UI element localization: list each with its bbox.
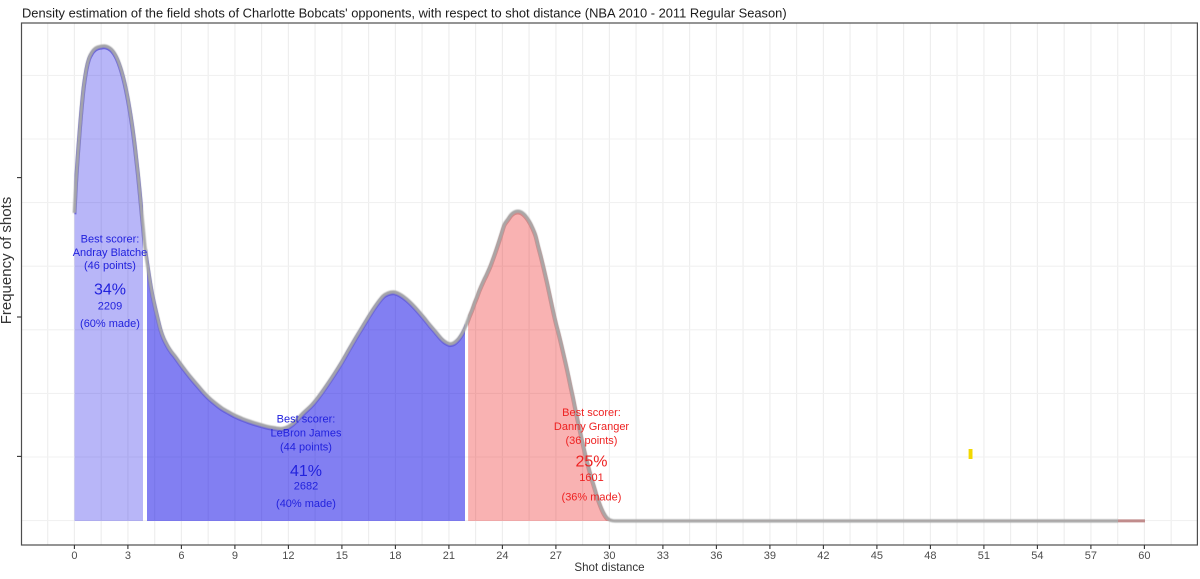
svg-text:33: 33 xyxy=(657,550,669,562)
svg-text:36: 36 xyxy=(710,550,722,562)
svg-text:42: 42 xyxy=(817,550,829,562)
svg-text:Best scorer:: Best scorer: xyxy=(277,414,336,426)
svg-text:LeBron James: LeBron James xyxy=(271,428,342,440)
svg-text:15: 15 xyxy=(336,550,348,562)
svg-text:21: 21 xyxy=(443,550,455,562)
svg-text:3: 3 xyxy=(125,550,131,562)
svg-text:54: 54 xyxy=(1031,550,1043,562)
svg-text:25%: 25% xyxy=(575,454,607,471)
svg-text:41%: 41% xyxy=(290,463,322,480)
svg-text:6: 6 xyxy=(178,550,184,562)
svg-text:Density estimation of the fiel: Density estimation of the field shots of… xyxy=(22,6,787,21)
svg-text:39: 39 xyxy=(764,550,776,562)
svg-text:Shot distance: Shot distance xyxy=(574,561,644,574)
svg-text:1601: 1601 xyxy=(579,472,603,484)
svg-text:27: 27 xyxy=(550,550,562,562)
svg-text:30: 30 xyxy=(603,550,615,562)
svg-text:57: 57 xyxy=(1085,550,1097,562)
svg-text:0: 0 xyxy=(71,550,77,562)
svg-text:12: 12 xyxy=(282,550,294,562)
svg-text:Best scorer:: Best scorer: xyxy=(81,233,140,245)
svg-text:2682: 2682 xyxy=(294,480,318,492)
svg-text:(40% made): (40% made) xyxy=(276,498,336,510)
svg-text:Best scorer:: Best scorer: xyxy=(562,407,621,419)
svg-text:24: 24 xyxy=(496,550,508,562)
svg-text:(44 points): (44 points) xyxy=(280,441,332,453)
svg-text:Frequency of shots: Frequency of shots xyxy=(0,197,15,325)
svg-text:51: 51 xyxy=(978,550,990,562)
svg-text:Andray Blatche: Andray Blatche xyxy=(73,247,148,259)
svg-text:(46 points): (46 points) xyxy=(84,260,136,272)
svg-text:48: 48 xyxy=(924,550,936,562)
svg-text:18: 18 xyxy=(389,550,401,562)
svg-text:(36 points): (36 points) xyxy=(566,435,618,447)
svg-text:(60% made): (60% made) xyxy=(80,318,140,330)
svg-text:60: 60 xyxy=(1138,550,1150,562)
svg-text:Danny Granger: Danny Granger xyxy=(554,421,630,433)
svg-text:(36% made): (36% made) xyxy=(562,492,622,504)
svg-text:45: 45 xyxy=(871,550,883,562)
svg-text:2209: 2209 xyxy=(98,300,122,312)
svg-text:34%: 34% xyxy=(94,282,126,299)
svg-text:9: 9 xyxy=(232,550,238,562)
